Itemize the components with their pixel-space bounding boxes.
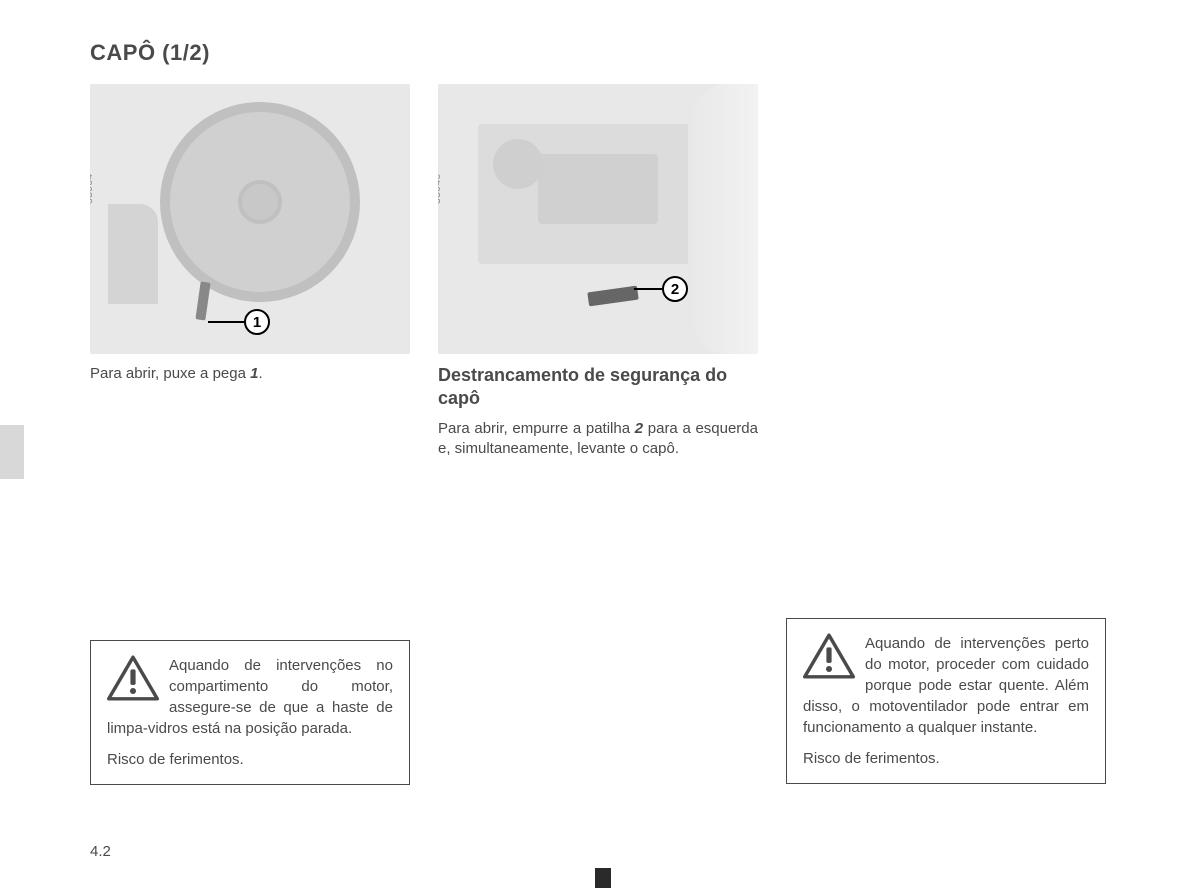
figure-code-1: 33064 [90,174,95,204]
content-columns: 33064 1 Para abrir, puxe a pega 1. 33046 [90,84,1140,460]
manual-page: CAPÔ (1/2) 33064 1 Para abrir, puxe a pe… [0,0,1200,888]
warning-box-left: Aquando de intervenções no compartimento… [90,640,410,785]
warning-box-right: Aquando de intervenções perto do motor, … [786,618,1106,784]
column-2: 33046 2 Destrancamento de segurança do c… [438,84,758,460]
section-tab [0,425,24,479]
warning-icon [107,655,159,701]
warning-risk-right: Risco de ferimentos. [803,748,1089,769]
callout-2: 2 [634,276,688,302]
subheading: Destrancamento de segurança do capô [438,364,758,409]
figure-code-2: 33046 [438,174,443,204]
figure-engine: 33046 2 [438,84,758,354]
column-1: 33064 1 Para abrir, puxe a pega 1. [90,84,410,460]
caption-1: Para abrir, puxe a pega 1. [90,364,410,384]
callout-number-1: 1 [244,309,270,335]
caption-2: Para abrir, empurre a patilha 2 para a e… [438,419,758,460]
warning-icon [803,633,855,679]
column-3 [786,84,1106,460]
callout-1: 1 [208,309,270,335]
crop-mark [595,868,611,888]
page-number: 4.2 [90,843,111,860]
page-title: CAPÔ (1/2) [90,40,1140,66]
callout-number-2: 2 [662,276,688,302]
figure-interior: 33064 1 [90,84,410,354]
warning-risk-left: Risco de ferimentos. [107,749,393,770]
